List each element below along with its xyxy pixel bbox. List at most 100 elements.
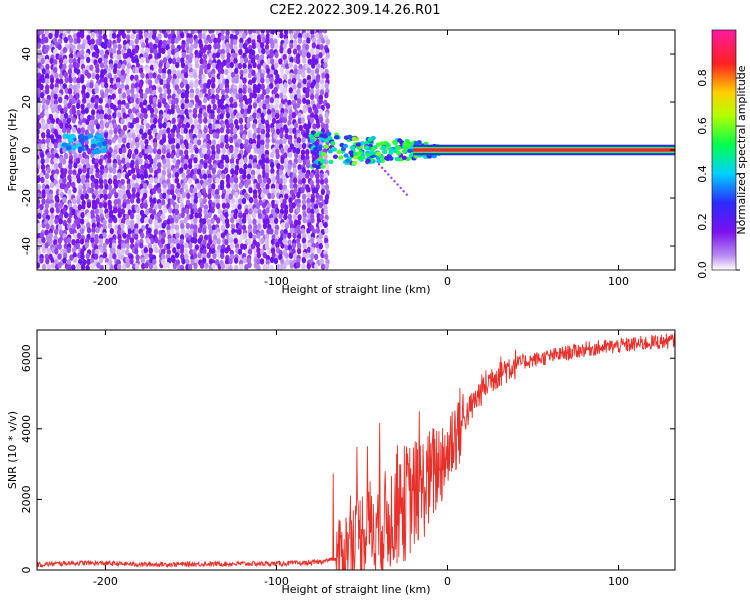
heatmap-cell (148, 262, 154, 270)
heatmap-cell (175, 62, 180, 69)
heatmap-cell (407, 148, 413, 154)
heatmap-cell (232, 88, 238, 95)
heatmap-cell (116, 49, 122, 56)
heatmap-cell (251, 77, 256, 84)
heatmap-cell (323, 221, 328, 229)
heatmap-cell (180, 222, 185, 230)
heatmap-cell (282, 233, 287, 240)
heatmap-cell (292, 162, 297, 169)
heatmap-cell (125, 102, 130, 110)
heatmap-cell (122, 112, 127, 119)
heatmap-cell (62, 63, 67, 70)
heatmap-cell (270, 167, 275, 175)
heatmap-cell (192, 252, 198, 260)
heatmap-cell (54, 86, 59, 94)
heatmap-cell (259, 42, 265, 49)
heatmap-cell (140, 173, 145, 181)
heatmap-cell (260, 182, 265, 189)
heatmap-cell (315, 241, 320, 249)
heatmap-cell (148, 98, 154, 105)
heatmap-cell (187, 162, 193, 170)
heatmap-cell (205, 82, 211, 89)
heatmap-cell (157, 33, 162, 40)
heatmap-cell (99, 264, 104, 270)
heatmap-cell (80, 127, 85, 134)
heatmap-cell (161, 136, 167, 144)
heatmap-cell (224, 78, 230, 86)
heatmap-cell (323, 237, 329, 245)
heatmap-cell (271, 111, 276, 119)
heatmap-cell (287, 48, 292, 55)
heatmap-cell (225, 112, 231, 119)
heatmap-cell (86, 227, 92, 234)
heatmap-cell (269, 256, 275, 264)
heatmap-cell (153, 228, 159, 236)
heatmap-cell (149, 58, 154, 65)
heatmap-cell (336, 149, 342, 155)
heatmap-cell (256, 134, 262, 141)
heatmap-cell (169, 217, 175, 225)
heatmap-cell (197, 99, 202, 107)
heatmap-cell (100, 81, 106, 89)
heatmap-cell (247, 87, 253, 94)
heatmap-cell (39, 92, 45, 99)
heatmap-cell (55, 207, 61, 214)
heatmap-cell (316, 63, 321, 70)
heatmap-cell (202, 97, 208, 104)
heatmap-cell (113, 97, 119, 105)
heatmap-cell (287, 239, 292, 246)
heatmap-cell (301, 167, 306, 174)
heatmap-cell (98, 158, 103, 166)
heatmap-cell (79, 77, 85, 84)
heatmap-cell (307, 106, 313, 114)
heatmap-cell (282, 137, 287, 145)
heatmap-cell (318, 233, 323, 240)
heatmap-cell (63, 243, 68, 250)
heatmap-cell (269, 82, 274, 89)
heatmap-cell (157, 202, 163, 210)
heatmap-cell (202, 197, 207, 205)
heatmap-cell (84, 241, 89, 249)
heatmap-cell (63, 106, 68, 114)
heatmap-cell (46, 152, 52, 159)
heatmap-cell (309, 172, 314, 179)
heatmap-cell (202, 173, 208, 180)
heatmap-cell (229, 96, 234, 104)
heatmap-cell (72, 169, 77, 176)
heatmap-cell (388, 146, 394, 152)
heatmap-cell (242, 243, 248, 251)
heatmap-cell (233, 237, 238, 245)
heatmap-cell (220, 232, 226, 239)
heatmap-cell (202, 30, 207, 34)
heatmap-cell (211, 224, 217, 231)
heatmap-cell (257, 212, 263, 220)
heatmap-cell (292, 147, 297, 154)
heatmap-cell (274, 93, 280, 100)
heatmap-cell (57, 237, 62, 245)
heatmap-cell (225, 202, 230, 209)
heatmap-cell (39, 203, 44, 211)
heatmap-cell (41, 198, 46, 205)
heatmap-cell (309, 93, 315, 101)
heatmap-cell (67, 217, 72, 224)
heatmap-cell (75, 263, 81, 270)
heatmap-cell (126, 57, 131, 64)
heatmap-cell (71, 181, 76, 189)
heatmap-cell (203, 208, 208, 215)
heatmap-cell (107, 114, 112, 121)
heatmap-cell (208, 228, 214, 236)
heatmap-cell (46, 263, 52, 270)
colorbar-tick-label: 0.4 (696, 165, 709, 183)
heatmap-cell (220, 252, 225, 260)
heatmap-cell (76, 177, 82, 184)
heatmap-cell (252, 132, 257, 140)
heatmap-cell (131, 132, 136, 140)
heatmap-cell (54, 202, 60, 209)
heatmap-cell (301, 256, 307, 264)
heatmap-cell (320, 263, 326, 270)
heatmap-cell (68, 76, 73, 84)
heatmap-cell (208, 128, 214, 135)
heatmap-cell (237, 248, 243, 256)
heatmap-cell (82, 259, 87, 266)
heatmap-cell (247, 79, 253, 86)
